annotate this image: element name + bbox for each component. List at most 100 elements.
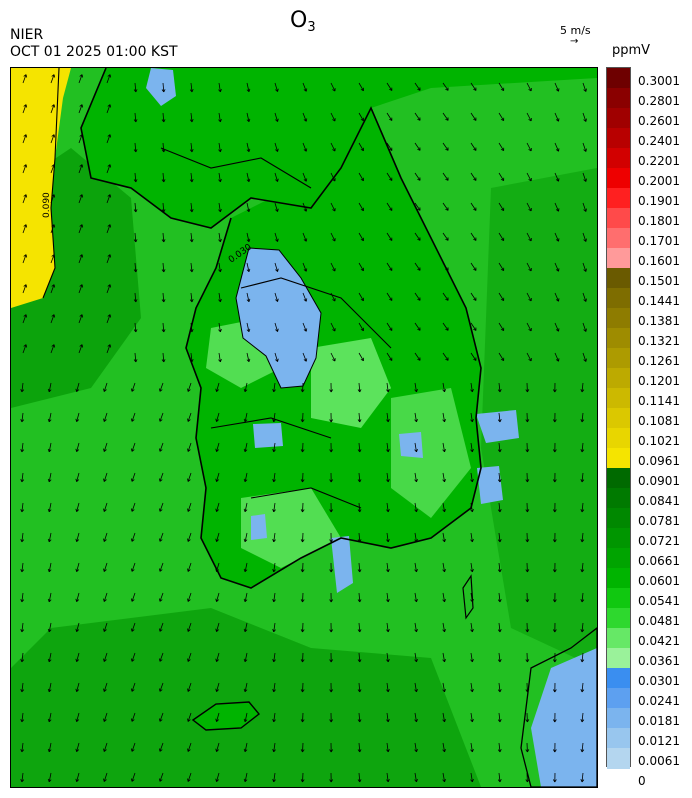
wind-arrow	[22, 344, 27, 354]
wind-arrowhead	[131, 718, 135, 722]
wind-arrow	[302, 292, 307, 302]
wind-arrowhead	[417, 207, 421, 211]
colorbar-label: 0.1901	[638, 194, 680, 208]
wind-arrowhead	[580, 419, 585, 423]
colorbar-step	[607, 548, 630, 569]
colorbar-label: 0.0961	[638, 454, 680, 468]
wind-arrowhead	[303, 208, 308, 212]
colorbar-step	[607, 328, 630, 349]
wind-arrow	[554, 292, 559, 302]
wind-arrowhead	[272, 538, 276, 543]
wind-arrow	[50, 194, 55, 204]
wind-arrow	[442, 652, 445, 662]
wind-arrow	[442, 82, 449, 91]
wind-arrowhead	[303, 148, 308, 152]
colorbar-step	[607, 148, 630, 169]
colorbar-label: 0.0421	[638, 634, 680, 648]
wind-arrow	[190, 172, 193, 182]
wind-arrowhead	[528, 297, 532, 302]
wind-arrowhead	[107, 344, 112, 348]
wind-arrow	[470, 652, 473, 662]
wind-arrowhead	[218, 328, 222, 333]
wind-arrow	[190, 232, 193, 242]
wind-arrow	[190, 352, 193, 362]
wind-arrowhead	[386, 599, 390, 603]
wind-arrowhead	[442, 748, 446, 753]
wind-arrow	[244, 382, 248, 392]
wind-arrow	[22, 254, 27, 264]
wind-arrowhead	[300, 419, 305, 423]
species-subscript: 3	[307, 20, 316, 35]
wind-arrow	[162, 202, 165, 213]
contour-090	[42, 68, 60, 299]
wind-arrowhead	[189, 209, 194, 213]
wind-arrowhead	[417, 297, 421, 301]
wind-arrowhead	[497, 719, 502, 723]
wind-arrow	[302, 502, 304, 513]
colorbar-step	[607, 628, 630, 649]
wind-arrowhead	[218, 268, 222, 273]
wind-arrowhead	[303, 328, 308, 332]
wind-arrow	[358, 82, 364, 91]
wind-arrowhead	[525, 569, 530, 573]
wind-arrow	[302, 382, 304, 393]
wind-arrowhead	[23, 194, 28, 198]
wind-arrowhead	[23, 134, 28, 138]
wind-arrow	[386, 262, 393, 271]
colorbar-step	[607, 288, 630, 309]
wind-arrowhead	[133, 329, 138, 333]
wind-arrowhead	[552, 389, 557, 393]
wind-arrowhead	[389, 357, 393, 361]
wind-arrowhead	[525, 599, 530, 603]
wind-arrow	[187, 742, 192, 752]
wind-arrow	[386, 682, 389, 692]
wind-arrow	[302, 142, 307, 152]
wind-arrowhead	[215, 778, 219, 782]
wind-arrowhead	[20, 749, 25, 753]
wind-arrow	[554, 262, 559, 272]
wind-arrowhead	[332, 148, 336, 152]
wind-arrow	[470, 412, 473, 422]
wind-arrow	[470, 112, 477, 121]
wind-arrowhead	[552, 659, 557, 663]
wind-arrow	[330, 202, 336, 212]
wind-arrow	[302, 172, 307, 182]
wind-arrow	[50, 134, 55, 144]
wind-arrow	[106, 224, 111, 234]
wind-arrowhead	[329, 719, 334, 723]
wind-arrowhead	[20, 629, 25, 633]
wind-arrow	[358, 502, 361, 513]
wind-arrow	[274, 262, 278, 272]
wind-arrowhead	[275, 88, 279, 92]
wind-arrow	[498, 142, 505, 151]
wind-arrow	[442, 382, 445, 392]
wind-arrowhead	[500, 297, 505, 302]
colorbar-label: 0.1201	[638, 374, 680, 388]
wind-arrowhead	[189, 89, 194, 93]
wind-arrowhead	[357, 479, 362, 483]
colorbar-step	[607, 388, 630, 409]
wind-arrow	[581, 682, 584, 692]
wind-arrow	[246, 232, 250, 242]
wind-arrowhead	[23, 74, 28, 78]
wind-arrowhead	[300, 449, 305, 453]
wind-arrowhead	[332, 88, 336, 92]
wind-arrow	[386, 712, 389, 722]
wind-arrow	[21, 412, 24, 422]
wind-arrow	[159, 652, 164, 662]
wind-arrow	[216, 442, 220, 452]
wind-arrowhead	[442, 448, 446, 453]
wind-arrow	[50, 314, 55, 324]
wind-arrowhead	[417, 117, 421, 121]
wind-arrow	[216, 712, 220, 722]
wind-arrowhead	[272, 628, 276, 633]
wind-arrowhead	[215, 748, 219, 752]
wind-arrowhead	[107, 134, 112, 138]
wind-arrowhead	[107, 314, 112, 318]
wind-arrow	[414, 382, 417, 392]
wind-arrow	[78, 164, 83, 174]
wind-arrow	[414, 682, 417, 692]
wind-arrowhead	[555, 328, 560, 332]
wind-arrow	[386, 442, 389, 452]
wind-arrowhead	[414, 478, 418, 483]
